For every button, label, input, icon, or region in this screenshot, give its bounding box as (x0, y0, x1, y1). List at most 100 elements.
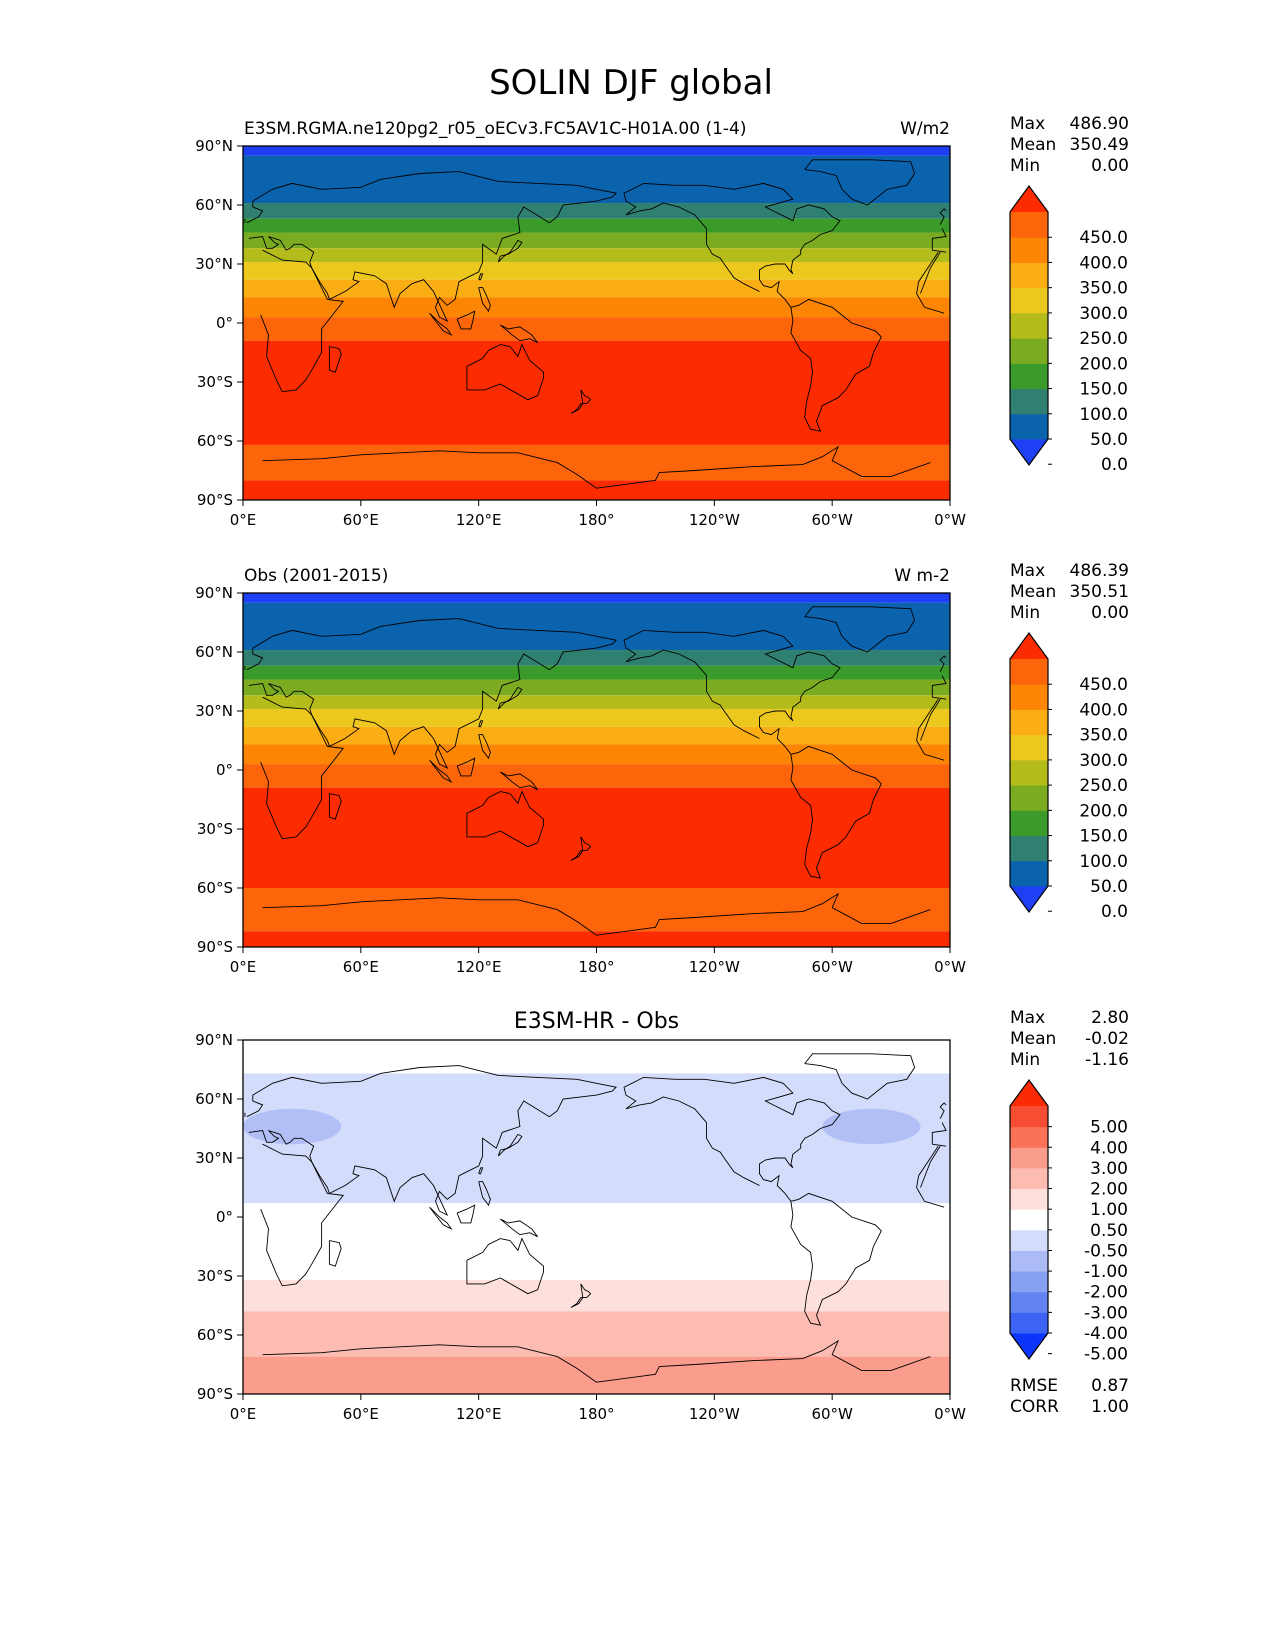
panel-title: E3SM.RGMA.ne120pg2_r05_oECv3.FC5AV1C-H01… (244, 119, 746, 139)
y-tick-label: 60°N (195, 196, 233, 214)
colorbar-label: 2.00 (1090, 1180, 1128, 1200)
colorbar-label: 3.00 (1090, 1159, 1128, 1179)
coastline (916, 251, 945, 314)
coastline (623, 629, 841, 755)
colorbar-label: -2.00 (1084, 1283, 1128, 1303)
x-tick-label: 120°W (689, 958, 740, 976)
coastline (456, 310, 476, 330)
coastline (328, 346, 342, 373)
coastline (931, 1122, 947, 1145)
colorbar-segment (1010, 1271, 1048, 1293)
x-tick-label: 120°W (689, 511, 740, 529)
y-tick-label: 60°N (195, 643, 233, 661)
coastline (262, 1344, 597, 1383)
x-tick-label: 0°E (230, 1405, 257, 1423)
coastline (570, 836, 592, 861)
figure-title: SOLIN DJF global (489, 63, 773, 103)
coastline (500, 324, 538, 344)
colorbar-segment (1010, 237, 1048, 263)
colorbar-segment (1010, 633, 1048, 659)
colorbar-segment (1010, 338, 1048, 364)
colorbar-label: 250.0 (1079, 329, 1128, 349)
map-area (115, 1040, 950, 1394)
stat-mean-value: -0.02 (1085, 1029, 1129, 1049)
colorbar-segment (1010, 785, 1048, 811)
colorbar-label: 350.0 (1079, 279, 1128, 299)
colorbar-label: 300.0 (1079, 304, 1128, 324)
coastline (790, 1192, 882, 1326)
x-tick-label: 60°E (343, 511, 379, 529)
colorbar-segment (1010, 659, 1048, 685)
colorbar-segment (1010, 439, 1048, 465)
field-band (243, 744, 950, 765)
colorbar-label: 100.0 (1079, 405, 1128, 425)
colorbar-label: 50.0 (1090, 877, 1128, 897)
stat-max-label: Max (1010, 114, 1045, 134)
colorbar-segment (1010, 413, 1048, 440)
coastline (596, 1339, 931, 1383)
y-tick-label: 90°S (197, 491, 233, 509)
y-tick-label: 30°N (195, 255, 233, 273)
field-band (243, 218, 950, 233)
coastline (456, 1204, 476, 1224)
field-band (243, 888, 950, 932)
coastline (570, 1283, 592, 1308)
stat-min-value: 0.00 (1091, 156, 1129, 176)
field-band (243, 203, 950, 219)
panel-3: 0°E 60°E 120°E 180° 120°W 60°W 0°W 90°N 60°N 30°N… (115, 1008, 1129, 1423)
coastline (596, 445, 931, 489)
stat-max-label: Max (1010, 561, 1045, 581)
stat-mean-label: Mean (1010, 135, 1056, 155)
field-patch (115, 1109, 213, 1144)
colorbar-label: 100.0 (1079, 852, 1128, 872)
field-band (243, 146, 950, 156)
stat-min-value: 0.00 (1091, 603, 1129, 623)
colorbar-label: 5.00 (1090, 1118, 1128, 1138)
y-tick-label: 60°S (197, 879, 233, 897)
coastline (262, 897, 597, 936)
coastline (478, 1167, 484, 1175)
x-tick-label: 60°W (811, 511, 853, 529)
colorbar-label: 0.50 (1090, 1221, 1128, 1241)
coastline (931, 675, 947, 698)
colorbar-label: 0.0 (1101, 902, 1128, 922)
colorbar-segment (1010, 1167, 1048, 1190)
coastline (570, 389, 592, 414)
coastline (500, 771, 538, 791)
panel-title: E3SM-HR - Obs (514, 1009, 679, 1034)
coastline (500, 1218, 538, 1238)
x-tick-label: 120°E (456, 511, 502, 529)
field-band (243, 155, 950, 204)
stat-mean-label: Mean (1010, 582, 1056, 602)
y-tick-label: 30°N (195, 702, 233, 720)
x-tick-label: 60°E (343, 1405, 379, 1423)
colorbar-label: 200.0 (1079, 354, 1128, 374)
y-tick-label: 90°N (195, 1031, 233, 1049)
x-tick-label: 180° (578, 511, 614, 529)
colorbar-segment (1010, 363, 1048, 390)
field-band (243, 232, 950, 249)
colorbar: 450.0 400.0 350.0 300.0 250.0 200.0 150.0 100.0… (1009, 631, 1128, 922)
colorbar-segment (1010, 212, 1048, 238)
coastline (939, 1102, 947, 1119)
coastline (456, 757, 476, 777)
coastline (260, 1143, 345, 1287)
coastline (246, 618, 618, 769)
field-patch (822, 1108, 921, 1145)
stat-min-value: -1.16 (1085, 1050, 1129, 1070)
y-tick-label: 0° (216, 761, 233, 779)
colorbar-label: 0.0 (1101, 455, 1128, 475)
colorbar-segment (1010, 810, 1048, 837)
field-band (243, 602, 950, 651)
coastline (497, 1133, 523, 1157)
y-tick-label: 30°S (197, 820, 233, 838)
field-band (243, 297, 950, 318)
y-tick-label: 90°S (197, 1385, 233, 1403)
panel-title: Obs (2001-2015) (244, 566, 388, 586)
coastline (920, 698, 941, 741)
panel-units: W/m2 (900, 119, 950, 139)
colorbar-segment (1010, 1080, 1048, 1106)
colorbar-label: 300.0 (1079, 751, 1128, 771)
field-band (243, 317, 950, 341)
field-band (243, 665, 950, 680)
